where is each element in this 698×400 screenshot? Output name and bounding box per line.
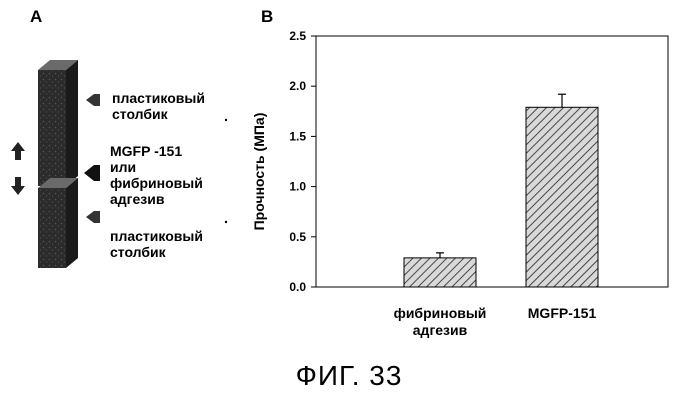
y-tick-label: 2.0 xyxy=(289,79,306,93)
y-tick-label: 0.0 xyxy=(289,280,306,294)
y-axis-title: Прочность (МПа) xyxy=(251,113,267,231)
y-tick-label: 2.5 xyxy=(289,29,306,43)
bar xyxy=(526,107,598,287)
category-label: адгезив xyxy=(413,322,468,338)
category-label: MGFP-151 xyxy=(528,305,597,321)
plot-frame xyxy=(316,36,668,287)
category-label: фибриновый xyxy=(394,305,487,321)
bar-chart: 0.0 0.5 1.0 1.5 2.0 2.5 Прочность (МПа) фибрино… xyxy=(0,0,698,360)
y-tick-label: 1.0 xyxy=(289,180,306,194)
figure-caption: ФИГ. 33 xyxy=(0,360,698,392)
bar xyxy=(404,258,476,287)
y-tick-label: 0.5 xyxy=(289,230,306,244)
y-tick-label: 1.5 xyxy=(289,129,306,143)
